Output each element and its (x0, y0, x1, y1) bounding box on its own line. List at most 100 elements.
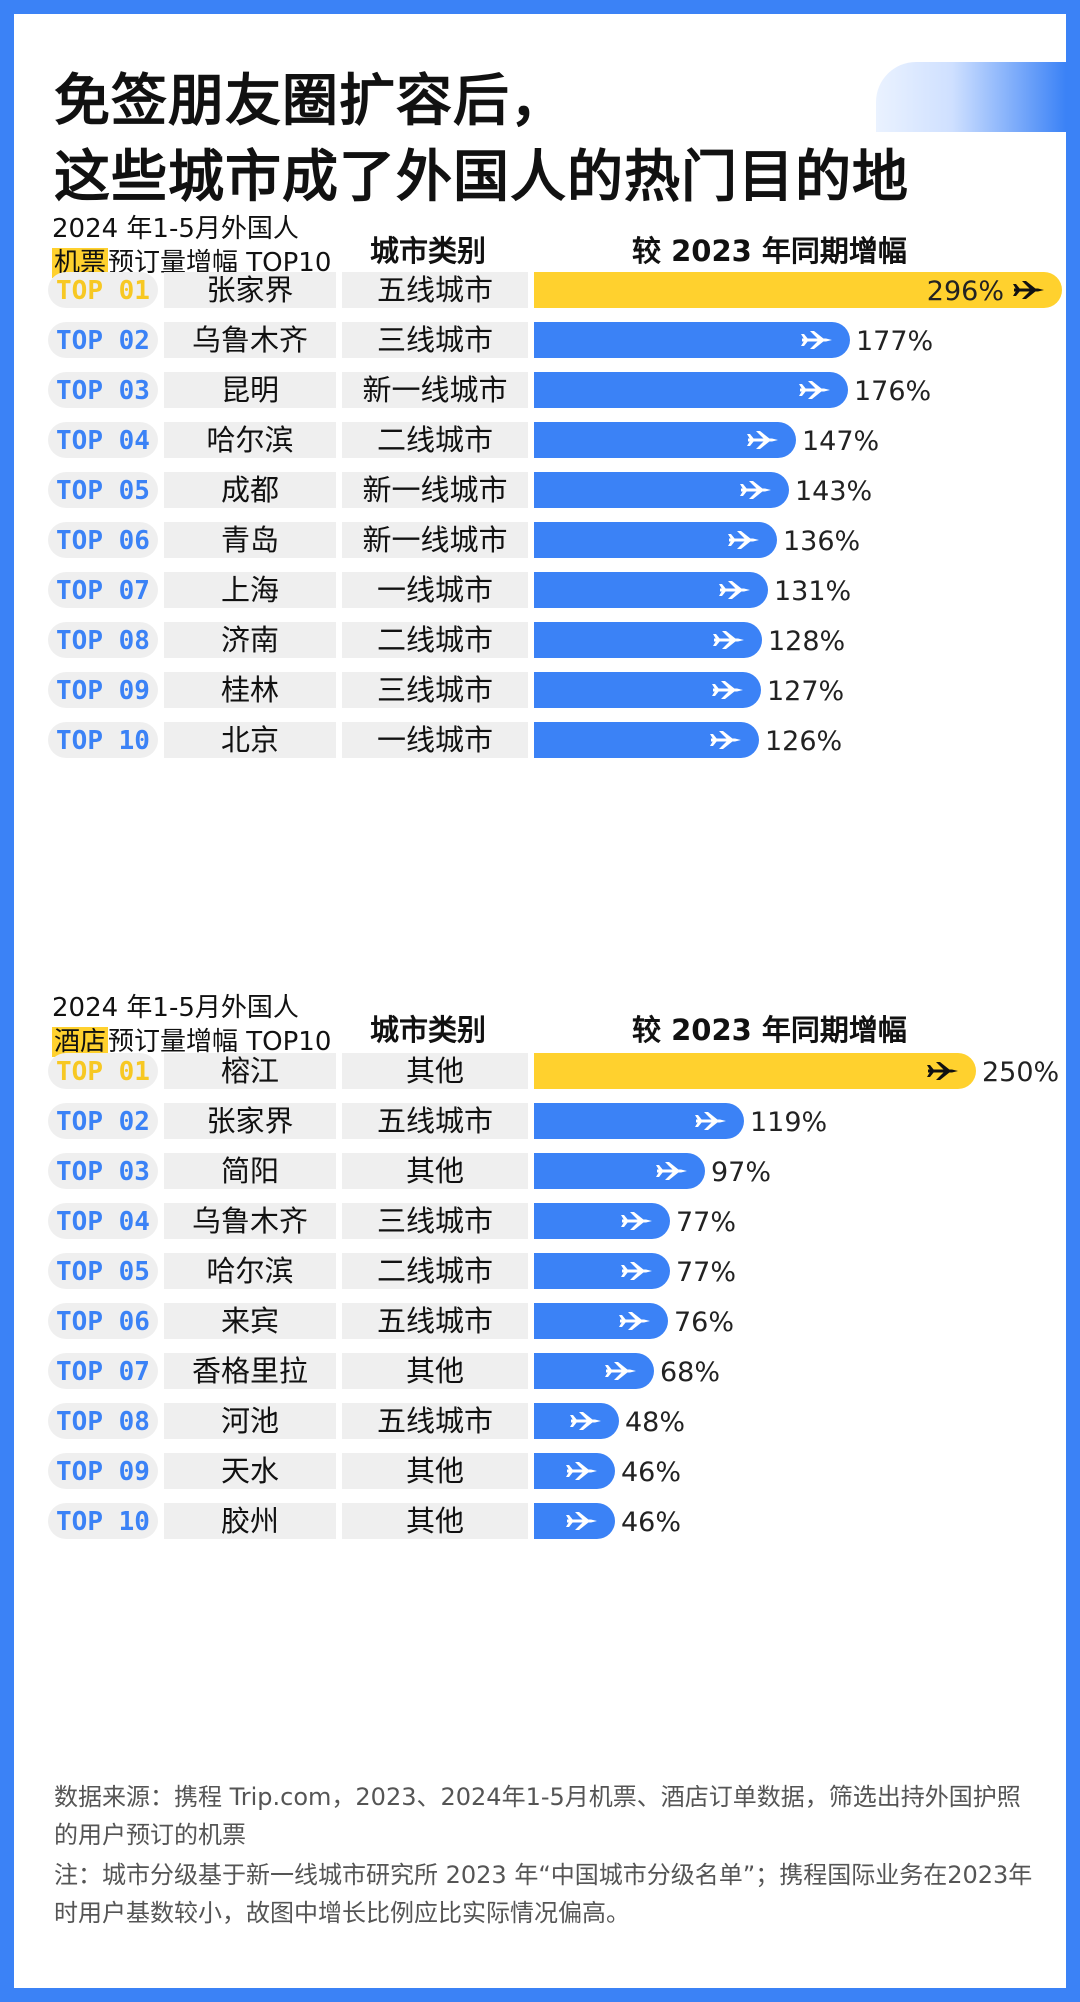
plane-icon (713, 631, 744, 649)
city-cell (164, 372, 336, 408)
hotel-col-type: 城市类别 (370, 1013, 487, 1047)
plane-wings (728, 581, 742, 599)
bar (534, 672, 761, 708)
plane-icon (712, 681, 743, 699)
footnote-source: 数据来源：携程 Trip.com，2023、2024年1-5月机票、酒店订单数据… (54, 1783, 1021, 1849)
bar (534, 1153, 705, 1189)
rank-cell (48, 522, 158, 558)
value-label: 147% (802, 426, 879, 457)
rank-cell (48, 1253, 158, 1289)
title-line-1: 免签朋友圈扩容后， (54, 69, 567, 134)
plane-icon (656, 1162, 687, 1180)
plane-tail (728, 534, 735, 546)
plane-tail (740, 484, 747, 496)
plane-tail (619, 1315, 626, 1327)
city-label: 张家界 (206, 273, 293, 307)
page-title: 免签朋友圈扩容后， 这些城市成了外国人的热门目的地 (54, 64, 909, 216)
plane-icon (619, 1312, 650, 1330)
rank-cell (48, 622, 158, 658)
city-label: 北京 (221, 723, 279, 757)
rank-label: TOP 10 (56, 1507, 150, 1537)
rank-cell (48, 272, 158, 308)
chart-row: TOP 09 桂林 三线城市 127% (48, 672, 844, 708)
type-cell (342, 1503, 528, 1539)
flight-growth-chart: TOP 01 张家界 五线城市 296%TOP 02 乌鲁木齐 三线城市 177%TOP 0… (48, 272, 1062, 758)
type-cell (342, 722, 528, 758)
city-label: 香格里拉 (192, 1354, 308, 1388)
plane-fuselage (571, 1419, 601, 1423)
rank-label: TOP 07 (56, 1357, 150, 1387)
rank-label: TOP 09 (56, 1457, 150, 1487)
rank-cell (48, 1453, 158, 1489)
plane-tail (713, 634, 720, 646)
rank-cell (48, 722, 158, 758)
city-cell (164, 1403, 336, 1439)
plane-tail (566, 1465, 573, 1477)
rank-label: TOP 04 (56, 426, 150, 456)
plane-icon (728, 531, 759, 549)
bar (534, 322, 850, 358)
type-label: 五线城市 (377, 273, 493, 307)
plane-fuselage (800, 388, 830, 392)
plane-fuselage (622, 1269, 652, 1273)
type-cell (342, 1453, 528, 1489)
type-label: 五线城市 (377, 1304, 493, 1338)
plane-fuselage (713, 688, 743, 692)
city-cell (164, 272, 336, 308)
city-cell (164, 622, 336, 658)
plane-tail (695, 1115, 702, 1127)
plane-icon (695, 1112, 726, 1130)
plane-icon (740, 481, 771, 499)
plane-tail (566, 1515, 573, 1527)
plane-icon (1013, 281, 1044, 299)
city-cell (164, 422, 336, 458)
chart-row: TOP 04 乌鲁木齐 三线城市 77% (48, 1203, 736, 1239)
plane-fuselage (567, 1519, 597, 1523)
value-label: 97% (711, 1157, 771, 1188)
city-label: 张家界 (206, 1104, 293, 1138)
city-cell (164, 572, 336, 608)
value-label: 46% (621, 1507, 681, 1538)
rank-label: TOP 01 (56, 1057, 150, 1087)
city-label: 河池 (221, 1404, 279, 1438)
plane-tail (656, 1165, 663, 1177)
rank-cell (48, 1203, 158, 1239)
plane-wings (575, 1512, 589, 1530)
city-cell (164, 472, 336, 508)
plane-wings (749, 481, 763, 499)
chart-row: TOP 04 哈尔滨 二线城市 147% (48, 422, 879, 458)
type-label: 一线城市 (377, 573, 493, 607)
plane-tail (605, 1365, 612, 1377)
plane-wings (719, 731, 733, 749)
rank-cell (48, 1303, 158, 1339)
plane-icon (799, 381, 830, 399)
rank-label: TOP 07 (56, 576, 150, 606)
type-label: 其他 (406, 1504, 464, 1538)
plane-fuselage (711, 738, 741, 742)
city-label: 桂林 (221, 673, 279, 707)
rank-cell (48, 1153, 158, 1189)
city-label: 乌鲁木齐 (192, 323, 308, 357)
type-cell (342, 272, 528, 308)
value-label: 177% (856, 326, 933, 357)
rank-cell (48, 672, 158, 708)
rank-label: TOP 01 (56, 276, 150, 306)
rank-cell (48, 1103, 158, 1139)
bar (534, 622, 762, 658)
type-cell (342, 1103, 528, 1139)
plane-icon (566, 1462, 597, 1480)
type-cell (342, 422, 528, 458)
value-label: 48% (625, 1407, 685, 1438)
plane-icon (621, 1212, 652, 1230)
plane-fuselage (928, 1069, 958, 1073)
city-cell (164, 1453, 336, 1489)
plane-wings (1022, 281, 1036, 299)
type-cell (342, 672, 528, 708)
plane-wings (614, 1362, 628, 1380)
chart-row: TOP 03 简阳 其他 97% (48, 1153, 771, 1189)
plane-fuselage (657, 1169, 687, 1173)
city-label: 成都 (221, 473, 279, 507)
city-label: 乌鲁木齐 (192, 1204, 308, 1238)
type-cell (342, 372, 528, 408)
hotel-subtitle-highlight: 酒店 (52, 1027, 109, 1057)
